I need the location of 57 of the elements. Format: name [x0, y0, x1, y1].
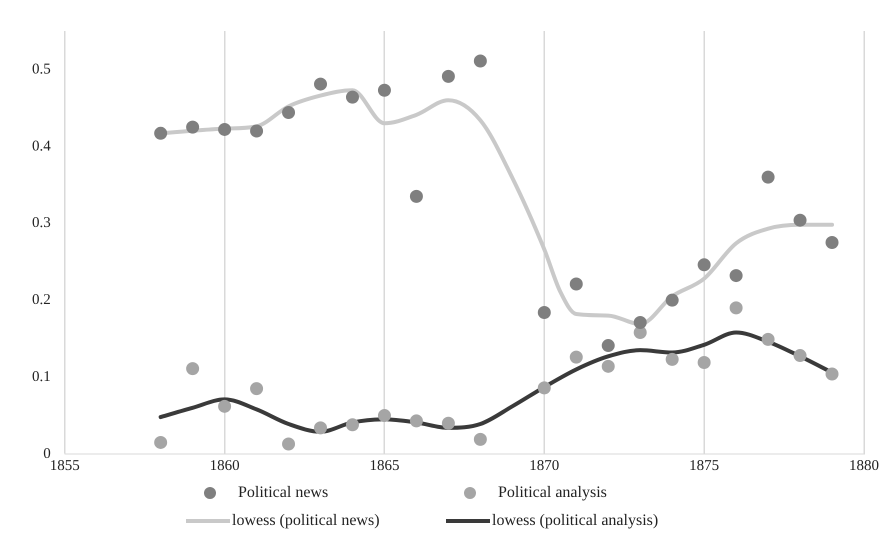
point — [602, 360, 615, 373]
point — [698, 356, 711, 369]
x-tick-label: 1880 — [849, 458, 879, 474]
point — [698, 258, 711, 272]
point — [186, 120, 200, 134]
point — [474, 432, 487, 446]
y-tick-label: 0.1 — [32, 369, 51, 386]
y-tick-label: 0.5 — [32, 61, 51, 78]
point — [282, 106, 296, 120]
point — [346, 90, 359, 104]
point — [538, 306, 551, 319]
point — [378, 84, 391, 97]
point — [250, 382, 264, 396]
point — [442, 70, 455, 83]
point — [314, 78, 328, 91]
point — [730, 301, 743, 314]
point — [666, 352, 679, 366]
point — [762, 332, 775, 346]
point — [410, 414, 423, 428]
point — [794, 214, 807, 227]
point — [570, 350, 583, 364]
point — [634, 316, 647, 329]
y-tick-label: 0.2 — [32, 292, 51, 308]
point — [570, 278, 583, 291]
point — [186, 362, 200, 376]
legend-label: Political analysis — [498, 484, 607, 502]
x-tick-label: 1855 — [50, 458, 80, 474]
point — [794, 349, 807, 362]
point — [826, 368, 839, 381]
legend-label: Political news — [238, 484, 328, 502]
point — [218, 122, 232, 136]
legend-label: lowess (political analysis) — [492, 512, 658, 530]
point — [250, 124, 264, 138]
point — [474, 54, 487, 68]
point — [314, 421, 328, 434]
y-tick-label: 0.4 — [32, 138, 52, 154]
x-tick-label: 1860 — [210, 458, 240, 474]
point — [826, 236, 839, 249]
y-tick-label: 0.3 — [32, 215, 51, 232]
point — [378, 409, 391, 422]
point — [154, 436, 168, 449]
point — [154, 126, 168, 140]
y-tick-label: 0 — [43, 446, 51, 462]
point — [666, 294, 679, 307]
x-tick-label: 1870 — [529, 458, 560, 474]
point — [730, 269, 743, 282]
x-tick-label: 1875 — [689, 458, 720, 474]
point — [282, 438, 296, 450]
point — [442, 416, 455, 430]
x-tick-label: 1865 — [369, 458, 400, 474]
point — [346, 418, 359, 432]
point — [762, 170, 775, 184]
point — [602, 339, 615, 352]
point — [410, 190, 423, 203]
point — [218, 400, 232, 413]
legend-label: lowess (political news) — [232, 512, 380, 530]
point — [538, 381, 551, 394]
